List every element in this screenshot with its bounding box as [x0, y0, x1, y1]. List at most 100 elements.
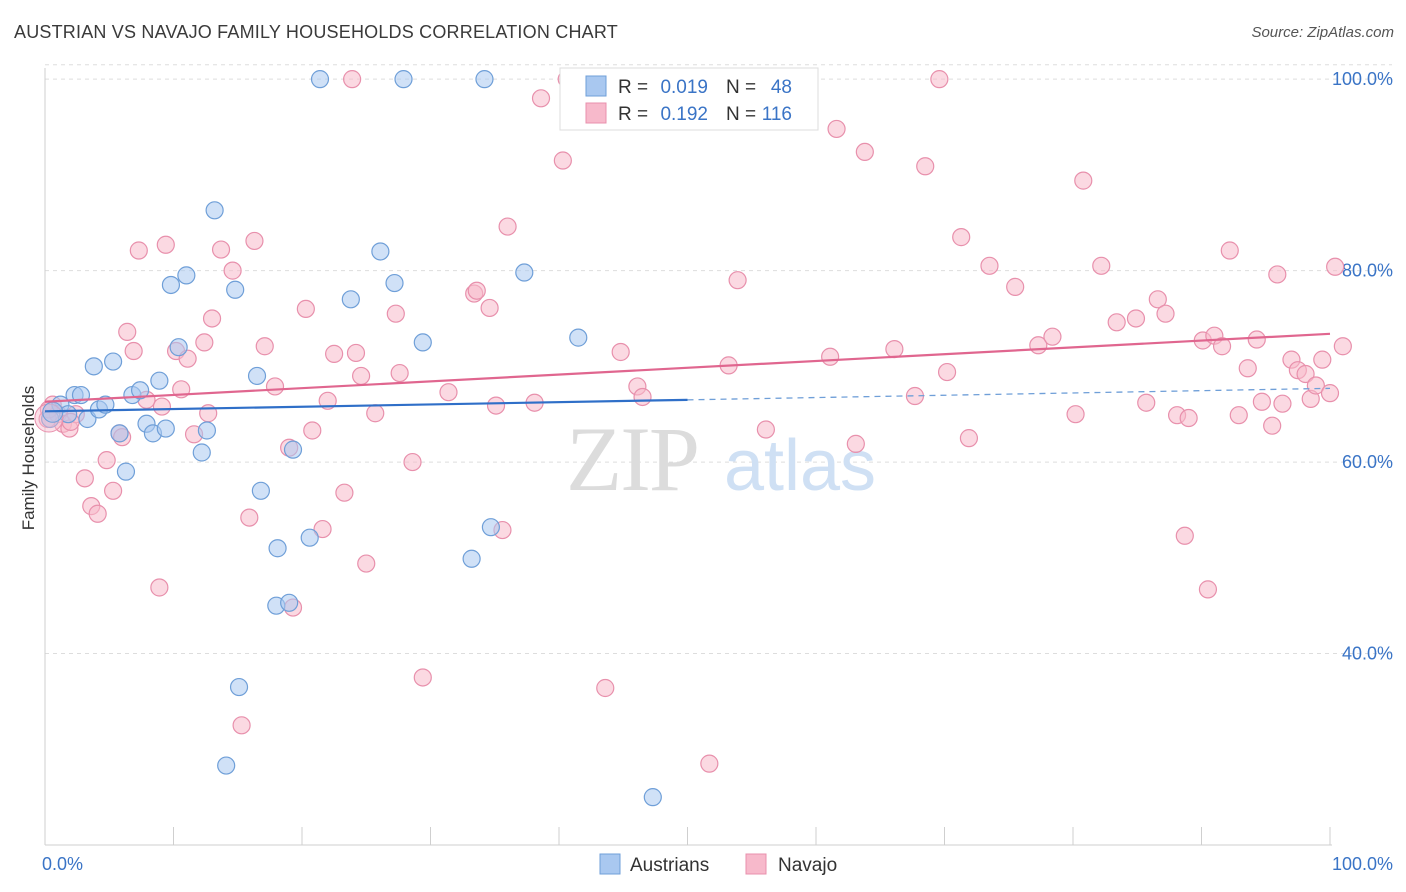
austrians-point — [150, 371, 169, 390]
navajo-point — [498, 217, 517, 236]
y-tick-label: 40.0% — [1342, 644, 1393, 664]
navajo-point — [413, 668, 432, 687]
navajo-point — [1313, 350, 1332, 369]
navajo-point — [1263, 416, 1282, 435]
legend-label-navajo: Navajo — [778, 855, 837, 876]
navajo-point — [346, 343, 366, 363]
austrians-point — [462, 549, 481, 568]
navajo-point — [211, 240, 231, 259]
stats-r-label: R = — [618, 77, 648, 98]
austrians-point — [251, 481, 270, 500]
austrians-point — [413, 333, 432, 352]
navajo-trend-line — [44, 332, 1331, 403]
legend-label-austrians: Austrians — [630, 855, 709, 876]
navajo-point — [152, 397, 172, 416]
navajo-point — [1306, 376, 1325, 395]
navajo-point — [352, 366, 371, 386]
austrians-point — [156, 419, 175, 438]
austrians-point — [481, 518, 500, 537]
navajo-point — [265, 377, 285, 396]
stats-n-value: 116 — [762, 104, 792, 125]
navajo-point — [553, 151, 572, 170]
austrians-point — [310, 70, 330, 89]
navajo-point — [313, 519, 332, 539]
austrians-trend-extension — [687, 387, 1331, 401]
navajo-point — [357, 554, 376, 573]
navajo-point — [296, 299, 315, 319]
navajo-point — [827, 119, 846, 139]
navajo-point — [1092, 256, 1111, 275]
navajo-point — [980, 256, 999, 275]
navajo-point — [916, 157, 935, 176]
navajo-point — [1247, 330, 1266, 349]
austrians-point — [161, 275, 181, 295]
y-axis-title: Family Households — [19, 386, 38, 531]
austrians-point — [247, 366, 267, 386]
navajo-point — [403, 452, 422, 472]
navajo-point — [1006, 277, 1025, 296]
stats-r-value: 0.019 — [660, 77, 708, 98]
navajo-point — [937, 362, 957, 382]
austrians-point — [116, 462, 136, 481]
navajo-point — [1175, 526, 1194, 545]
navajo-point — [366, 404, 385, 423]
stats-legend-swatch — [585, 75, 607, 97]
navajo-point — [232, 716, 251, 735]
navajo-point — [88, 504, 107, 523]
navajo-point — [129, 241, 148, 260]
watermark-zip: ZIP — [566, 408, 698, 510]
navajo-point — [756, 420, 775, 439]
x-tick-label-max: 100.0% — [1332, 854, 1393, 874]
navajo-point — [959, 429, 979, 448]
austrians-point — [569, 328, 588, 347]
stats-n-value: 48 — [771, 77, 792, 98]
navajo-point — [1326, 257, 1345, 276]
y-tick-label: 60.0% — [1342, 452, 1393, 472]
austrians-point — [177, 266, 196, 285]
stats-r-value: 0.192 — [660, 104, 708, 125]
y-tick-label: 100.0% — [1332, 69, 1393, 89]
navajo-point — [335, 483, 354, 502]
austrians-point — [229, 677, 249, 697]
navajo-point — [1238, 359, 1257, 378]
navajo-point — [1043, 327, 1062, 346]
navajo-point — [855, 142, 874, 162]
navajo-point — [1179, 408, 1198, 428]
navajo-point — [75, 469, 94, 488]
austrians-point — [205, 201, 224, 220]
legend-swatch-navajo — [745, 853, 767, 875]
austrians-point — [268, 539, 287, 558]
source-label: Source: ZipAtlas.com — [1251, 24, 1394, 41]
navajo-point — [1273, 394, 1292, 413]
navajo-point — [343, 70, 362, 89]
navajo-point — [124, 341, 143, 361]
navajo-point — [223, 261, 242, 280]
austrians-point — [341, 290, 360, 309]
navajo-point — [596, 678, 615, 698]
navajo-point — [611, 342, 630, 362]
navajo-point — [952, 228, 971, 247]
navajo-point — [195, 333, 214, 352]
navajo-point — [240, 508, 259, 527]
navajo-point — [1333, 337, 1352, 356]
navajo-point — [1156, 304, 1175, 323]
austrians-point — [280, 593, 299, 612]
austrians-point — [385, 273, 404, 293]
navajo-point — [1137, 393, 1156, 412]
austrians-point — [283, 440, 303, 459]
austrians-point — [96, 395, 115, 414]
navajo-point — [930, 70, 949, 89]
navajo-point — [821, 347, 840, 366]
austrians-point — [84, 357, 103, 376]
navajo-point — [156, 235, 175, 254]
stats-n-label: N = — [726, 77, 756, 98]
navajo-point — [318, 391, 337, 410]
navajo-point — [486, 396, 506, 415]
navajo-point — [390, 363, 409, 383]
legend-swatch-austrians — [599, 853, 621, 875]
navajo-point — [1212, 337, 1232, 356]
y-tick-label: 80.0% — [1342, 261, 1393, 281]
navajo-point — [633, 387, 652, 407]
stats-n-label: N = — [726, 104, 756, 125]
